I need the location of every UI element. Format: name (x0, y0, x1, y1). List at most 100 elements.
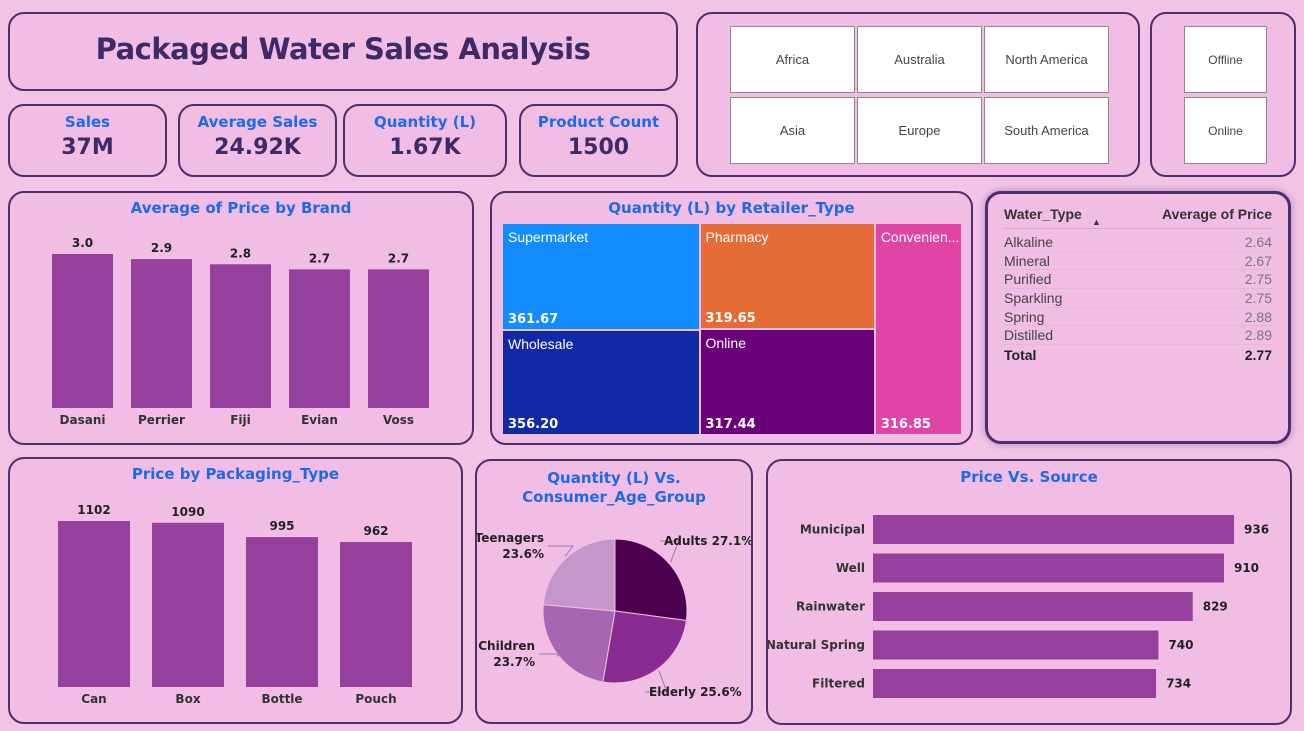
category-label: Dasani (60, 413, 106, 427)
source-bar-chart-svg: Municipal 936 Well 910 Rainwater 829 Natural S… (768, 515, 1269, 698)
treemap-cell-supermarket[interactable]: Supermarket 361.67 (502, 223, 700, 330)
region-slicer: Africa Australia North America Asia Euro… (696, 12, 1140, 177)
average-price-cell: 2.67 (1244, 252, 1272, 269)
average-price-cell: 2.75 (1244, 290, 1272, 307)
table-row[interactable]: Distilled 2.89 (1004, 326, 1272, 346)
bar-pouch[interactable] (340, 542, 412, 687)
sort-arrow-icon[interactable]: ▲ (1092, 217, 1101, 227)
data-label: 829 (1203, 600, 1228, 614)
average-price-cell: 2.88 (1244, 308, 1272, 325)
table-row[interactable]: Spring 2.88 (1004, 308, 1272, 327)
pie-slice-children[interactable] (542, 604, 616, 683)
category-label: Can (81, 692, 106, 706)
water-type-cell: Mineral (1004, 252, 1050, 269)
category-label: Pouch (355, 692, 396, 706)
chart-title: Price Vs. Source (960, 468, 1098, 486)
treemap-cell-label: Pharmacy (705, 229, 769, 245)
table-row[interactable]: Purified 2.75 (1004, 270, 1272, 290)
bar-municipal[interactable] (873, 515, 1234, 544)
slicer-option-asia[interactable]: Asia (730, 97, 855, 164)
slice-label: Adults 27.1% (664, 534, 751, 548)
slice-value-label: 23.7% (493, 655, 535, 669)
bar-well[interactable] (873, 553, 1224, 583)
category-label: Well (836, 561, 865, 575)
pie-slice-elderly[interactable] (602, 610, 687, 684)
category-label: Voss (383, 413, 414, 427)
chart-title: Quantity (L) by Retailer_Type (608, 199, 855, 217)
title-card: Packaged Water Sales Analysis (8, 12, 678, 91)
table-total-row: Total 2.77 (1004, 345, 1272, 365)
leader-line (645, 670, 668, 693)
bar-perrier[interactable] (131, 259, 192, 408)
slicer-option-south-america[interactable]: South America (984, 97, 1109, 164)
data-label: 995 (269, 519, 294, 533)
slice-label: Elderly 25.6% (649, 685, 742, 699)
data-label: 734 (1166, 677, 1191, 691)
slicer-option-online[interactable]: Online (1184, 97, 1267, 164)
leader-line (660, 540, 680, 563)
column-header-average-price[interactable]: Average of Price (1162, 206, 1272, 222)
bar-box[interactable] (152, 522, 224, 687)
table-row[interactable]: Mineral 2.67 (1004, 252, 1272, 271)
kpi-label: Product Count (537, 113, 660, 131)
bar-rainwater[interactable] (873, 592, 1193, 621)
brand-bar-chart-svg: 3.0 Dasani 2.9 Perrier 2.8 Fiji 2.7 Evian 2.7 Vos… (52, 236, 429, 427)
category-label: Evian (301, 413, 338, 427)
data-label: 962 (363, 524, 388, 538)
data-label: 910 (1234, 561, 1259, 575)
slicer-option-africa[interactable]: Africa (730, 26, 855, 93)
kpi-label: Average Sales (197, 113, 318, 131)
treemap-cell-value: 319.65 (705, 311, 756, 327)
bar-natural-spring[interactable] (873, 630, 1159, 660)
data-label: 2.7 (309, 251, 330, 265)
category-label: Perrier (138, 413, 185, 427)
age-group-pie-card: Quantity (L) Vs. Consumer_Age_Group Adul… (475, 459, 753, 724)
treemap-cell-wholesale[interactable]: Wholesale 356.20 (502, 329, 700, 435)
treemap-cell-label: Wholesale (508, 335, 574, 352)
treemap-cell-convenien[interactable]: Convenien... 316.85 (874, 223, 962, 435)
treemap-cell-label: Supermarket (508, 229, 589, 245)
data-label: 1090 (171, 505, 204, 519)
column-header-water-type[interactable]: Water_Type (1004, 206, 1082, 222)
slice-category-label: Children (478, 639, 535, 653)
slicer-option-offline[interactable]: Offline (1184, 26, 1267, 93)
pie-slice-teenagers[interactable] (542, 538, 616, 612)
treemap-cell-value: 317.44 (705, 416, 756, 432)
treemap-cell-value: 356.20 (508, 416, 559, 432)
table-row[interactable]: Alkaline 2.64 (1004, 233, 1272, 252)
slicer-option-australia[interactable]: Australia (857, 26, 982, 93)
bar-voss[interactable] (368, 269, 429, 408)
data-label: 2.9 (151, 241, 172, 255)
leader-line (548, 545, 575, 557)
bar-bottle[interactable] (246, 537, 318, 687)
treemap-cell-pharmacy[interactable]: Pharmacy 319.65 (699, 223, 875, 330)
bar-fiji[interactable] (210, 264, 271, 408)
slice-category-label: Teenagers (477, 531, 544, 545)
packaging-price-chart: Price by Packaging_Type 1102 Can 1090 Box 99… (8, 457, 463, 724)
bar-evian[interactable] (289, 269, 350, 408)
bar-filtered[interactable] (873, 669, 1157, 698)
total-value: 2.77 (1244, 347, 1272, 364)
slicer-option-europe[interactable]: Europe (857, 97, 982, 164)
page-title: Packaged Water Sales Analysis (95, 31, 591, 66)
packaging-bar-chart-svg: 1102 Can 1090 Box 995 Bottle 962 Pouch (58, 503, 412, 706)
kpi-label: Quantity (L) (374, 113, 476, 131)
kpi-label: Sales (64, 113, 111, 131)
chart-title-line-1: Quantity (L) Vs. (547, 469, 681, 487)
kpi-product-count-card: Product Count 1500 (519, 104, 678, 177)
kpi-value: 37M (61, 135, 114, 160)
kpi-value: 1.67K (389, 135, 461, 160)
treemap-cell-online[interactable]: Online 317.44 (699, 329, 875, 435)
table-row[interactable]: Sparkling 2.75 (1004, 289, 1272, 308)
slicer-option-north-america[interactable]: North America (984, 26, 1109, 93)
pie-slice-adults[interactable] (614, 538, 688, 622)
category-label: Natural Spring (768, 638, 865, 652)
treemap-cell-label: Online (705, 335, 746, 352)
data-label: 936 (1244, 523, 1269, 537)
water-type-cell: Alkaline (1004, 234, 1054, 250)
bar-dasani[interactable] (52, 254, 113, 408)
kpi-average-sales-card: Average Sales 24.92K (178, 104, 337, 177)
bar-can[interactable] (58, 521, 130, 687)
kpi-sales-card: Sales 37M (8, 104, 167, 177)
chart-title-line-2: Consumer_Age_Group (522, 488, 706, 506)
